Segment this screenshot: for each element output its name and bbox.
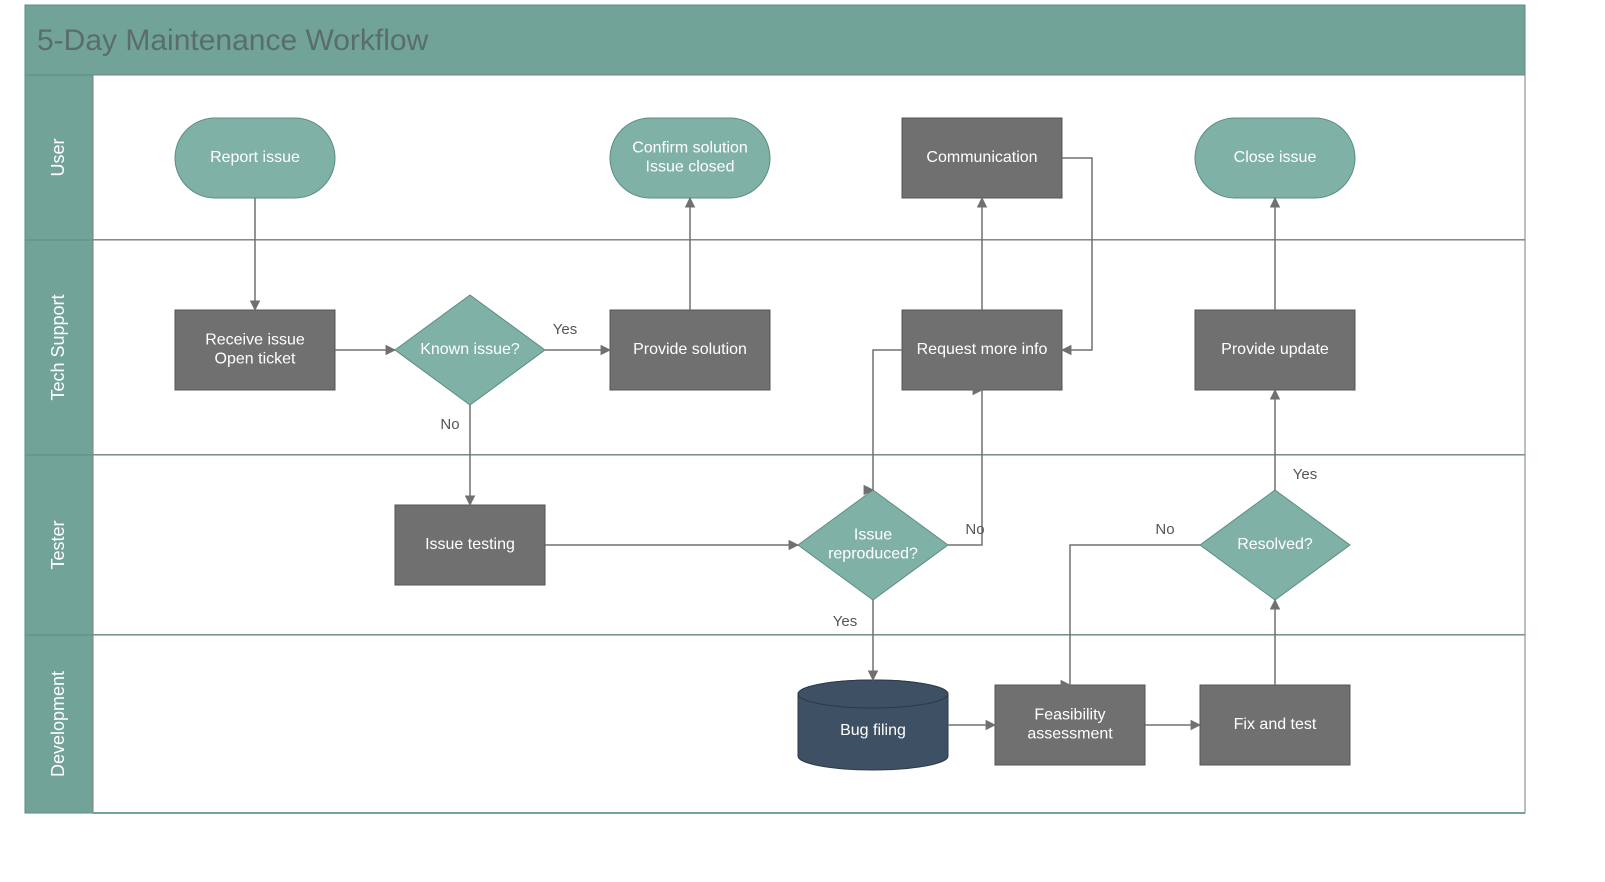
svg-text:Request more info: Request more info (917, 341, 1048, 358)
svg-text:Resolved?: Resolved? (1237, 536, 1313, 553)
svg-text:Feasibility: Feasibility (1034, 707, 1105, 724)
svg-text:Issue closed: Issue closed (646, 159, 735, 176)
svg-text:Issue: Issue (854, 527, 892, 544)
svg-text:Open ticket: Open ticket (215, 351, 296, 368)
node-feas: Feasibility assessment (995, 685, 1145, 765)
node-report: Report issue (175, 118, 335, 198)
diagram-stage: 5-Day Maintenance Workflow User Tech Suppo… (0, 0, 1605, 882)
node-bug: Bug filing (798, 680, 948, 770)
svg-text:Confirm solution: Confirm solution (632, 140, 748, 157)
diagram-title: 5-Day Maintenance Workflow (37, 24, 429, 57)
svg-text:Report issue: Report issue (210, 149, 300, 166)
node-reqinfo: Request more info (902, 310, 1062, 390)
edge-label-resolved-update: Yes (1293, 466, 1317, 483)
edge-label-repro-bug: Yes (833, 613, 857, 630)
lane-label-user: User (48, 138, 68, 176)
lane-label-tester: Tester (48, 520, 68, 569)
svg-text:Receive issue: Receive issue (205, 332, 305, 349)
edge-label-resolved-feas: No (1155, 521, 1174, 538)
edge-label-known-provide: Yes (553, 321, 577, 338)
node-fix: Fix and test (1200, 685, 1350, 765)
svg-text:Communication: Communication (926, 149, 1037, 166)
lane-label-support: Tech Support (48, 294, 68, 400)
node-close: Close issue (1195, 118, 1355, 198)
node-comm: Communication (902, 118, 1062, 198)
node-testing: Issue testing (395, 505, 545, 585)
svg-text:reproduced?: reproduced? (828, 546, 918, 563)
svg-text:Fix and test: Fix and test (1234, 716, 1317, 733)
flowchart-svg: 5-Day Maintenance Workflow User Tech Suppo… (0, 0, 1605, 882)
svg-text:Known issue?: Known issue? (420, 341, 520, 358)
edge-label-repro-reqinfo: No (965, 521, 984, 538)
lane-label-dev: Development (48, 671, 68, 777)
node-provide: Provide solution (610, 310, 770, 390)
svg-text:Close issue: Close issue (1234, 149, 1317, 166)
svg-text:assessment: assessment (1027, 726, 1113, 743)
svg-text:Provide solution: Provide solution (633, 341, 747, 358)
svg-text:Bug filing: Bug filing (840, 722, 906, 739)
svg-text:Issue testing: Issue testing (425, 536, 515, 553)
node-receive: Receive issue Open ticket (175, 310, 335, 390)
node-confirm: Confirm solution Issue closed (610, 118, 770, 198)
svg-text:Provide update: Provide update (1221, 341, 1329, 358)
node-update: Provide update (1195, 310, 1355, 390)
edge-label-known-testing: No (440, 416, 459, 433)
